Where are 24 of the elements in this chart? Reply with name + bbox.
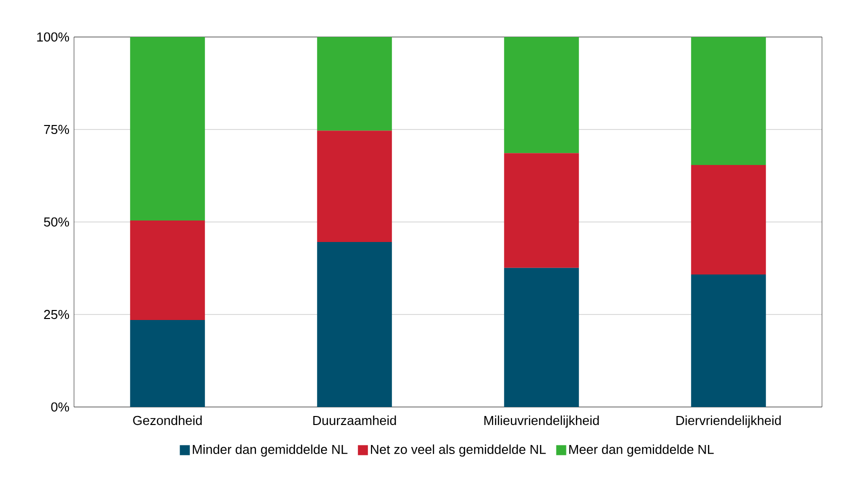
bar bbox=[317, 242, 392, 407]
bar bbox=[130, 36, 205, 221]
bar bbox=[504, 268, 579, 407]
bar bbox=[504, 153, 579, 268]
y-tick-label: 50% bbox=[44, 217, 70, 227]
bar bbox=[130, 220, 205, 320]
y-tick-label: 100% bbox=[37, 32, 70, 42]
y-tick-label: 75% bbox=[44, 124, 70, 134]
y-tick-label: 25% bbox=[44, 310, 70, 320]
bar bbox=[130, 320, 205, 407]
legend-label: Meer dan gemiddelde NL bbox=[569, 444, 714, 457]
x-tick-label: Milieuvriendelijkheid bbox=[484, 416, 599, 428]
legend-label: Minder dan gemiddelde NL bbox=[192, 444, 348, 457]
bar bbox=[317, 36, 392, 131]
x-tick-label: Duurzaamheid bbox=[313, 416, 396, 426]
x-tick-label: Gezondheid bbox=[133, 416, 202, 426]
bar bbox=[317, 130, 392, 242]
bar bbox=[691, 274, 766, 407]
bar bbox=[691, 36, 766, 166]
legend-label: Net zo veel als gemiddelde NL bbox=[370, 444, 546, 457]
y-tick-label: 0% bbox=[51, 402, 70, 412]
bar bbox=[504, 36, 579, 154]
x-tick-label: Diervriendelijkheid bbox=[676, 416, 781, 428]
bar bbox=[691, 165, 766, 275]
